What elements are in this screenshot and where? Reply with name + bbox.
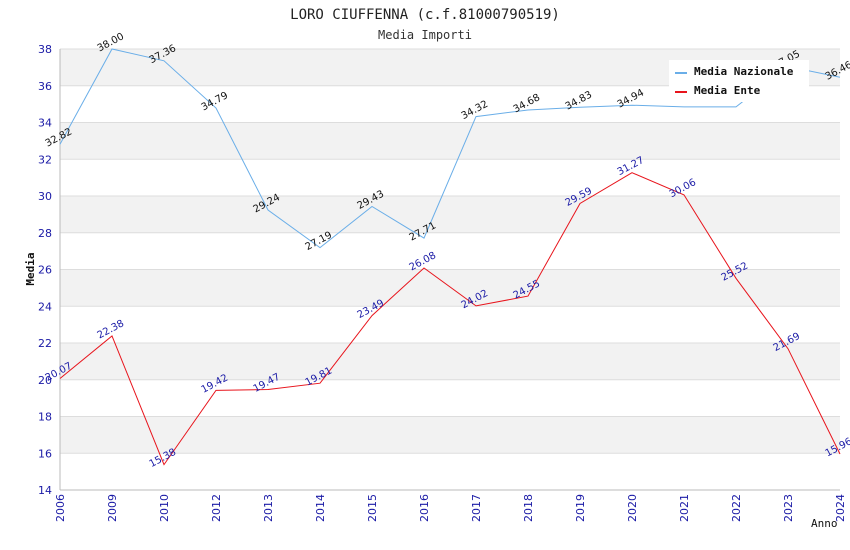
y-tick-label: 38: [38, 43, 52, 56]
background-band: [60, 122, 840, 160]
y-tick-label: 32: [38, 153, 52, 166]
y-tick-label: 34: [38, 117, 52, 130]
x-tick-label: 2013: [262, 494, 275, 522]
x-tick-label: 2018: [522, 494, 535, 522]
plot-background-bands: [60, 49, 840, 454]
x-tick-label: 2023: [782, 494, 795, 522]
y-tick-label: 22: [38, 337, 52, 350]
data-label: 27.19: [304, 230, 334, 253]
legend-box: [669, 60, 809, 102]
x-tick-label: 2020: [626, 494, 639, 522]
x-tick-label: 2009: [106, 494, 119, 522]
gridlines: [60, 48, 840, 491]
x-tick-label: 2021: [678, 494, 691, 522]
chart-subtitle: Media Importi: [378, 28, 472, 42]
data-label: 34.79: [200, 90, 230, 113]
x-tick-label: 2019: [574, 494, 587, 522]
x-tick-labels: 2006 2009 2010 2012 2013 2014 2015 2016 2017 2018…: [54, 494, 847, 522]
legend-label-media-ente: Media Ente: [694, 84, 761, 97]
x-tick-label: 2012: [210, 494, 223, 522]
y-tick-label: 26: [38, 264, 52, 277]
x-tick-label: 2014: [314, 494, 327, 522]
x-axis-label: Anno: [811, 517, 838, 530]
background-band: [60, 343, 840, 380]
series-line-media-ente: [59, 172, 841, 466]
data-label: 34.94: [616, 87, 646, 110]
data-label: 34.83: [564, 89, 594, 112]
x-tick-label: 2010: [158, 494, 171, 522]
y-tick-label: 20: [38, 374, 52, 387]
x-tick-label: 2006: [54, 494, 67, 522]
y-tick-label: 28: [38, 227, 52, 240]
y-tick-labels: 14 16 18 20 22 24 26 28 30 32 34 36 38: [38, 43, 52, 497]
background-band: [60, 416, 840, 454]
y-tick-label: 36: [38, 80, 52, 93]
series-lines: [59, 48, 841, 466]
x-tick-label: 2016: [418, 494, 431, 522]
legend: Media Nazionale Media Ente: [669, 60, 809, 102]
data-label: 20.07: [44, 361, 74, 384]
x-tick-label: 2022: [730, 494, 743, 522]
y-tick-label: 18: [38, 411, 52, 424]
y-tick-label: 16: [38, 447, 52, 460]
y-tick-label: 14: [38, 484, 52, 497]
data-label: 34.68: [512, 92, 542, 115]
x-tick-label: 2024: [834, 494, 847, 522]
x-tick-label: 2015: [366, 494, 379, 522]
y-tick-label: 24: [38, 300, 52, 313]
y-tick-label: 30: [38, 190, 52, 203]
chart-title: LORO CIUFFENNA (c.f.81000790519): [290, 7, 560, 23]
background-band: [60, 269, 840, 307]
x-tick-label: 2017: [470, 494, 483, 522]
series-line-media-nazionale: [59, 48, 841, 249]
legend-label-media-nazionale: Media Nazionale: [694, 65, 794, 78]
background-band: [60, 196, 840, 233]
data-label: 22.38: [96, 318, 126, 341]
y-axis-label: Media: [24, 252, 37, 285]
